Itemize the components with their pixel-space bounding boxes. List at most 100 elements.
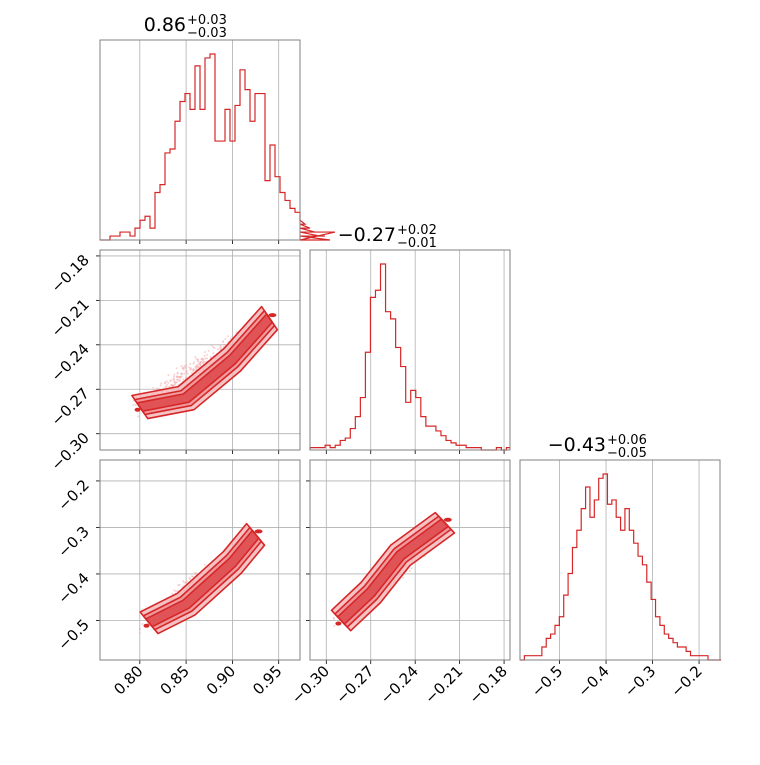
scatter-1-0-point (181, 373, 183, 375)
scatter-1-0-point (220, 347, 222, 349)
scatter-2-0-point (177, 584, 179, 586)
scatter-1-0-yticklabel: −0.24 (48, 340, 93, 385)
scatter-1-0-point (167, 374, 169, 376)
scatter-1-0-point (199, 362, 201, 364)
scatter-1-0-panel: −0.18−0.21−0.24−0.27−0.30 (48, 250, 300, 474)
scatter-2-0-point (141, 623, 143, 625)
scatter-1-0-yticklabel: −0.18 (48, 251, 93, 296)
scatter-1-0-point (173, 374, 175, 376)
scatter-2-0-xticklabel: 0.90 (203, 662, 239, 698)
scatter-2-1-point (333, 625, 335, 627)
hist-2-xticklabel: −0.2 (667, 662, 705, 700)
scatter-1-0-yticklabel: −0.21 (48, 295, 93, 340)
scatter-1-0-point (227, 335, 229, 337)
scatter-1-0-point (166, 384, 168, 386)
scatter-1-0-point (222, 341, 224, 343)
scatter-2-0-point (189, 577, 191, 579)
scatter-1-0-point (204, 351, 206, 353)
scatter-2-0-frame (100, 460, 300, 660)
hist-0-panel: 0.86+0.03−0.03 (100, 13, 335, 244)
scatter-1-0-point (183, 367, 185, 369)
scatter-2-0-xticklabel: 0.85 (157, 662, 193, 698)
hist-0-title-median: 0.86 (144, 14, 186, 36)
scatter-1-0-point (164, 382, 166, 384)
scatter-1-0-point (206, 354, 208, 356)
scatter-2-0-yticklabel: −0.5 (54, 616, 92, 654)
scatter-1-0-point (176, 375, 178, 377)
scatter-2-0-point (182, 580, 184, 582)
scatter-1-0-point (173, 377, 175, 379)
scatter-1-0-point (197, 359, 199, 361)
scatter-2-0-yticklabel: −0.3 (54, 523, 92, 561)
scatter-1-0-point (183, 373, 185, 375)
scatter-1-0-point (185, 365, 187, 367)
hist-2-title-minus: −0.05 (607, 446, 647, 461)
scatter-2-0-point (171, 593, 173, 595)
hist-2-frame (520, 460, 720, 660)
scatter-2-1-xticklabel: −0.24 (377, 662, 422, 707)
scatter-2-1-contour (338, 519, 449, 624)
scatter-1-0-point (184, 365, 186, 367)
scatter-1-0-point (224, 338, 226, 340)
hist-2-xticklabel: −0.5 (528, 662, 566, 700)
scatter-1-0-point (219, 345, 221, 347)
scatter-1-0-point (165, 386, 167, 388)
hist-1-title-minus: −0.01 (397, 236, 437, 251)
scatter-1-0-point (137, 415, 139, 417)
scatter-1-0-point (173, 376, 175, 378)
hist-2-xticklabel: −0.3 (621, 662, 659, 700)
scatter-1-0-point (197, 361, 199, 363)
scatter-2-0-point (194, 572, 196, 574)
scatter-1-0-point (135, 404, 137, 406)
scatter-1-0-point (178, 376, 180, 378)
scatter-1-0-point (177, 373, 179, 375)
scatter-1-0-point (196, 365, 198, 367)
scatter-2-0-yticklabel: −0.2 (54, 476, 92, 514)
scatter-2-1-point (333, 618, 335, 620)
scatter-1-0-point (176, 367, 178, 369)
scatter-1-0-yticklabel: −0.27 (48, 384, 93, 429)
scatter-2-0-xticklabel: 0.80 (110, 662, 146, 698)
hist-2-panel: −0.5−0.4−0.3−0.2−0.43+0.06−0.05 (520, 433, 721, 701)
scatter-1-0-point (202, 362, 204, 364)
scatter-2-0-xticklabel: 0.95 (249, 662, 285, 698)
scatter-2-0-point (139, 632, 141, 634)
scatter-1-0-point (160, 383, 162, 385)
hist-2-title-median: −0.43 (548, 434, 606, 456)
scatter-1-0-point (182, 378, 184, 380)
scatter-1-0-point (214, 347, 216, 349)
scatter-2-0-point (185, 581, 187, 583)
scatter-1-0-point (217, 349, 219, 351)
scatter-1-0-point (223, 344, 225, 346)
scatter-1-0-point (193, 363, 195, 365)
scatter-1-0-point (181, 365, 183, 367)
hist-1-panel: −0.27+0.02−0.01 (310, 223, 510, 454)
scatter-2-1-panel: −0.30−0.27−0.24−0.21−0.18 (288, 460, 511, 707)
hist-2-xticklabel: −0.4 (574, 662, 612, 700)
hist-2-steps (520, 474, 721, 660)
scatter-2-0-yticklabel: −0.4 (54, 569, 92, 607)
scatter-1-0-point (132, 404, 134, 406)
scatter-1-0-point (202, 358, 204, 360)
scatter-2-0-point (139, 628, 141, 630)
scatter-1-0-point (167, 382, 169, 384)
scatter-1-0-point (194, 356, 196, 358)
scatter-1-0-contour-blob (268, 313, 276, 317)
scatter-1-0-point (170, 380, 172, 382)
scatter-1-0-point (203, 355, 205, 357)
scatter-1-0-point (176, 379, 178, 381)
scatter-2-1-contour-blob (444, 518, 452, 522)
scatter-2-1-point (402, 577, 404, 579)
scatter-2-0-point (173, 589, 175, 591)
scatter-2-1-xticklabel: −0.30 (288, 662, 333, 707)
scatter-1-0-contour-blob (135, 408, 141, 412)
scatter-2-1-point (409, 570, 411, 572)
scatter-1-0-point (152, 387, 154, 389)
hist-1-frame (310, 250, 510, 450)
hist-1-steps (310, 264, 510, 450)
scatter-1-0-point (192, 368, 194, 370)
hist-0-title-minus: −0.03 (187, 26, 227, 41)
scatter-1-0-point (212, 352, 214, 354)
